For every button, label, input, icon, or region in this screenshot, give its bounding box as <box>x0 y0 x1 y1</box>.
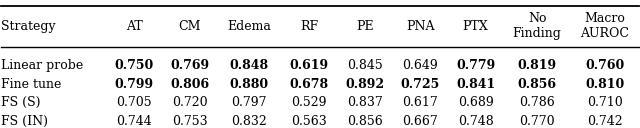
Text: 0.880: 0.880 <box>230 78 269 91</box>
Text: RF: RF <box>300 20 318 33</box>
Text: FS (S): FS (S) <box>1 96 41 109</box>
Text: 0.810: 0.810 <box>585 78 625 91</box>
Text: 0.769: 0.769 <box>170 59 209 72</box>
Text: Edema: Edema <box>227 20 271 33</box>
Text: 0.667: 0.667 <box>403 115 438 128</box>
Text: 0.689: 0.689 <box>458 96 493 109</box>
Text: 0.563: 0.563 <box>291 115 327 128</box>
Text: 0.856: 0.856 <box>518 78 557 91</box>
Text: 0.856: 0.856 <box>347 115 383 128</box>
Text: CM: CM <box>178 20 201 33</box>
Text: Macro
AUROC: Macro AUROC <box>580 12 629 40</box>
Text: PNA: PNA <box>406 20 435 33</box>
Text: 0.619: 0.619 <box>290 59 329 72</box>
Text: 0.742: 0.742 <box>587 115 623 128</box>
Text: 0.797: 0.797 <box>232 96 267 109</box>
Text: 0.786: 0.786 <box>519 96 555 109</box>
Text: 0.806: 0.806 <box>170 78 209 91</box>
Text: 0.744: 0.744 <box>116 115 152 128</box>
Text: 0.848: 0.848 <box>230 59 269 72</box>
Text: 0.799: 0.799 <box>115 78 154 91</box>
Text: Fine tune: Fine tune <box>1 78 62 91</box>
Text: 0.529: 0.529 <box>291 96 327 109</box>
Text: 0.725: 0.725 <box>401 78 440 91</box>
Text: 0.770: 0.770 <box>519 115 555 128</box>
Text: 0.649: 0.649 <box>403 59 438 72</box>
Text: Linear probe: Linear probe <box>1 59 84 72</box>
Text: 0.720: 0.720 <box>172 96 207 109</box>
Text: AT: AT <box>125 20 142 33</box>
Text: 0.748: 0.748 <box>458 115 493 128</box>
Text: 0.779: 0.779 <box>456 59 495 72</box>
Text: Strategy: Strategy <box>1 20 56 33</box>
Text: 0.841: 0.841 <box>456 78 495 91</box>
Text: 0.753: 0.753 <box>172 115 207 128</box>
Text: 0.819: 0.819 <box>518 59 557 72</box>
Text: No
Finding: No Finding <box>513 12 561 40</box>
Text: PTX: PTX <box>463 20 488 33</box>
Text: 0.678: 0.678 <box>290 78 329 91</box>
Text: 0.705: 0.705 <box>116 96 152 109</box>
Text: 0.892: 0.892 <box>345 78 384 91</box>
Text: 0.617: 0.617 <box>403 96 438 109</box>
Text: 0.832: 0.832 <box>232 115 267 128</box>
Text: 0.760: 0.760 <box>585 59 625 72</box>
Text: 0.837: 0.837 <box>347 96 383 109</box>
Text: 0.845: 0.845 <box>347 59 383 72</box>
Text: 0.710: 0.710 <box>587 96 623 109</box>
Text: 0.750: 0.750 <box>115 59 154 72</box>
Text: PE: PE <box>356 20 374 33</box>
Text: FS (IN): FS (IN) <box>1 115 49 128</box>
